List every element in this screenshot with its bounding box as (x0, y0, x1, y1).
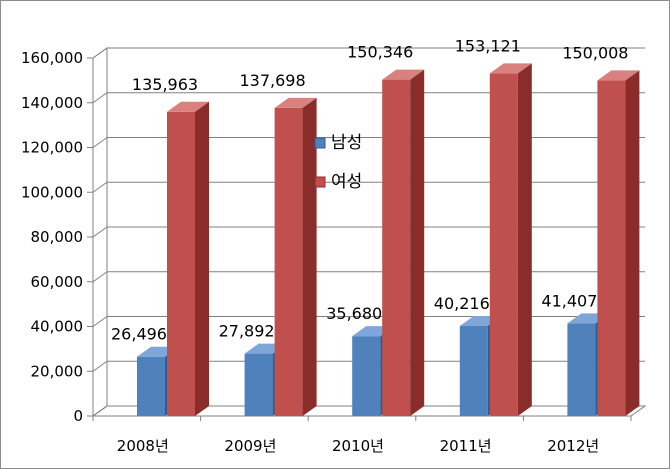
bar-side (625, 70, 640, 416)
data-label-male-0: 26,496 (111, 325, 167, 344)
data-label-female-4: 150,008 (562, 43, 628, 62)
data-label-male-3: 40,216 (434, 294, 490, 313)
data-label-male-4: 41,407 (541, 291, 597, 310)
x-tick-label: 2008년 (117, 437, 169, 455)
bar-female-4 (597, 70, 640, 416)
bars (137, 63, 640, 417)
x-tick-label: 2011년 (440, 437, 492, 455)
gridline-depth (92, 271, 108, 283)
gridline-depth (92, 92, 108, 104)
bar-side (410, 69, 425, 416)
y-tick-label: 100,000 (21, 183, 83, 201)
data-label-female-3: 153,121 (455, 36, 521, 55)
category-axis: 2008년 2009년 2010년 2011년 2012년 (92, 416, 632, 455)
gridline-depth (92, 226, 108, 238)
bar-front (352, 336, 381, 416)
y-tick-label: 60,000 (31, 273, 84, 291)
bar-front (244, 353, 273, 416)
data-label-male-1: 27,892 (219, 322, 275, 341)
legend-label-female: 여성 (331, 172, 362, 192)
bar-front (567, 323, 596, 416)
gridline-depth (92, 137, 108, 148)
y-tick-label: 20,000 (31, 362, 84, 380)
bar-top (382, 69, 425, 80)
y-tick-label: 140,000 (21, 94, 83, 112)
bar-female-0 (167, 101, 209, 417)
y-tick-label: 120,000 (21, 139, 83, 157)
y-tick-label: 80,000 (31, 228, 84, 246)
bar-front (167, 111, 195, 417)
data-label-female-2: 150,346 (347, 43, 413, 62)
legend-swatch-female (314, 176, 326, 188)
data-label-female-1: 137,698 (240, 71, 306, 90)
bar-top (489, 63, 532, 74)
y-tick-label: 160,000 (21, 49, 83, 67)
data-label-male-2: 35,680 (326, 304, 382, 323)
y-tick-label: 40,000 (31, 318, 84, 336)
value-axis: 0 20,000 40,000 60,000 80,000 100,000 120,000 1… (21, 49, 93, 425)
bar-front (382, 79, 411, 416)
gridline-depth (92, 47, 108, 59)
gridline-depth (92, 316, 108, 327)
bar-top (274, 97, 317, 108)
legend-label-male: 남성 (331, 133, 362, 153)
bar-top (167, 101, 209, 112)
gridline-depth (92, 360, 108, 372)
data-label-female-0: 135,963 (132, 75, 198, 94)
x-tick-label: 2010년 (332, 437, 384, 455)
x-tick-label: 2012년 (547, 437, 599, 455)
legend-swatch-male (314, 137, 326, 149)
bar-side (195, 101, 209, 417)
data-labels: 26,496 135,963 27,892 137,698 35,680 150,346 4… (111, 36, 628, 343)
gridline-depth (92, 405, 108, 417)
y-tick-label: 0 (73, 407, 83, 425)
bar-front (459, 326, 488, 416)
bar-front (137, 356, 165, 416)
bar-front (597, 80, 626, 416)
bar-female-1 (274, 97, 317, 416)
bar-front (274, 107, 303, 416)
x-tick-label: 2009년 (224, 437, 276, 455)
gridline-depth (92, 181, 108, 193)
bar-top (597, 70, 640, 81)
bar-side (517, 63, 532, 417)
bar-female-3 (489, 63, 532, 417)
bar-side (302, 97, 317, 416)
bar-female-2 (382, 69, 425, 416)
bar-front (489, 73, 518, 417)
